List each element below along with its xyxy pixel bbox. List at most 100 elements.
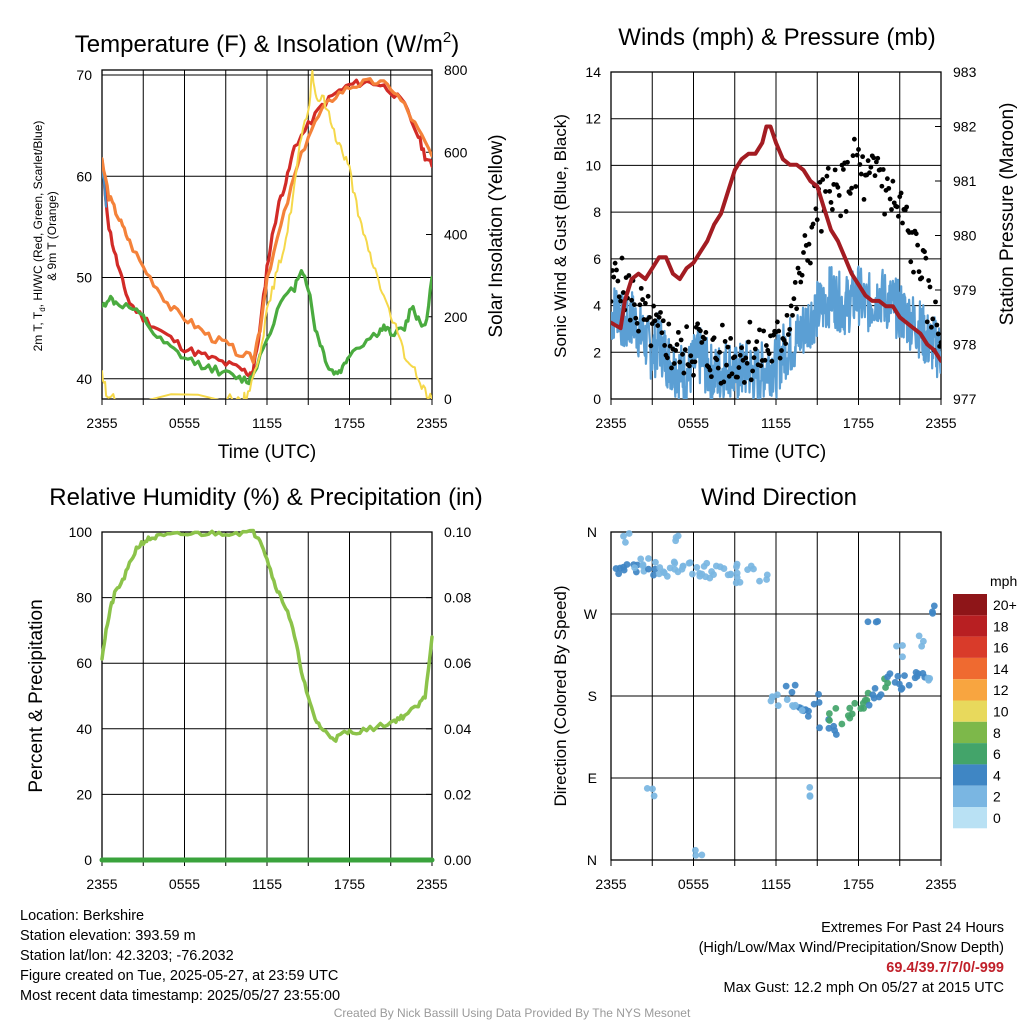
gust-point <box>631 302 637 307</box>
direction-point <box>919 637 927 645</box>
gust-point <box>721 379 727 385</box>
y2-tick-label: 0.00 <box>444 852 471 868</box>
temp-ylabel-right: Solar Insolation (Yellow) <box>486 134 507 337</box>
gust-point <box>887 196 893 202</box>
gust-point <box>645 293 651 299</box>
gust-point <box>637 302 643 308</box>
gust-point <box>927 284 933 290</box>
direction-point <box>733 560 741 568</box>
gust-point <box>708 374 714 380</box>
x-tick-label: 1155 <box>761 876 791 892</box>
gust-point <box>752 346 758 352</box>
direction-point <box>727 571 734 579</box>
direction-point <box>720 565 728 572</box>
gust-point <box>732 354 738 360</box>
temp-ylabel-left-line2: & 9m T (Orange) <box>45 191 59 281</box>
direction-point <box>698 570 706 578</box>
y-tick-label: 60 <box>76 655 92 671</box>
wind-xlabel: Time (UTC) <box>728 442 827 463</box>
y-tick-label: 0 <box>84 852 92 868</box>
gust-point <box>747 319 753 325</box>
y2-tick-label: 0.06 <box>444 655 471 671</box>
y-tick-label: N <box>587 524 597 540</box>
y-tick-label: 8 <box>593 204 601 220</box>
direction-point <box>744 566 752 574</box>
x-tick-label: 0555 <box>678 876 709 892</box>
gust-point <box>814 217 820 223</box>
gust-point <box>795 265 801 271</box>
gust-point <box>861 196 867 202</box>
direction-point <box>929 608 936 616</box>
x-tick-label: 0555 <box>169 415 200 431</box>
direction-point <box>645 555 652 562</box>
gust-point <box>686 363 692 369</box>
gust-point <box>703 330 709 335</box>
gust-point <box>757 327 762 333</box>
gust-point <box>851 136 857 142</box>
gust-point <box>629 297 635 303</box>
gust-point <box>697 328 703 334</box>
gust-point <box>707 367 713 373</box>
gust-point <box>784 312 790 318</box>
direction-point <box>643 784 651 792</box>
direction-point <box>625 530 633 537</box>
gust-point <box>619 255 625 261</box>
gust-point <box>714 357 720 363</box>
y2-tick-label: 978 <box>953 337 977 353</box>
y2-tick-label: 200 <box>444 309 468 325</box>
x-tick-label: 2355 <box>595 876 626 892</box>
direction-point <box>871 684 879 692</box>
gust-point <box>615 278 621 284</box>
gust-point <box>611 274 617 280</box>
colorbar-title: mph <box>990 573 1017 589</box>
gust-point <box>813 206 819 212</box>
gust-point <box>664 355 670 361</box>
gust-point <box>879 183 885 189</box>
gust-point <box>867 170 872 176</box>
wind-panel-title: Winds (mph) & Pressure (mb) <box>618 24 935 51</box>
gust-point <box>915 242 921 248</box>
gust-point <box>673 348 679 353</box>
gust-point <box>806 241 812 247</box>
x-tick-label: 0555 <box>169 876 200 892</box>
winds-pressure-chart: 0 2 4 6 8 10 12 14 977 978 979 980 981 982 983 2355 0555… <box>585 64 976 431</box>
gust-point <box>850 153 856 159</box>
gust-point <box>898 190 904 196</box>
latest-timestamp: Most recent data timestamp: 2025/05/27 2… <box>20 988 341 1004</box>
gust-point <box>857 162 863 167</box>
gust-point <box>889 207 894 212</box>
gust-point <box>807 260 813 266</box>
y-tick-label: 50 <box>76 270 92 286</box>
gust-point <box>930 316 936 322</box>
gust-point <box>746 339 751 345</box>
gust-point <box>634 320 640 326</box>
gust-point <box>729 371 735 377</box>
gust-point <box>928 324 934 330</box>
colorbar-label: 0 <box>993 810 1001 826</box>
gust-point <box>688 353 694 359</box>
gust-point <box>682 347 688 353</box>
series-td <box>102 269 432 386</box>
colorbar-swatch <box>953 615 987 637</box>
y-tick-label: 4 <box>593 298 601 314</box>
direction-point <box>899 653 906 661</box>
gust-point <box>840 167 846 172</box>
colorbar-swatch <box>953 807 987 829</box>
direction-point <box>901 672 908 680</box>
gust-point <box>884 176 890 182</box>
y-tick-label: 80 <box>76 590 92 606</box>
gust-point <box>828 200 834 205</box>
direction-point <box>865 701 873 709</box>
colorbar-swatch <box>953 594 987 616</box>
gust-point <box>724 362 729 368</box>
series-pressure <box>611 124 941 363</box>
direction-point <box>915 632 923 640</box>
y-tick-label: N <box>587 852 597 868</box>
speed-colorbar: mph 20+ 18 16 14 12 10 8 6 4 2 0 <box>953 573 1017 829</box>
gust-point <box>810 221 816 227</box>
y-tick-label: 70 <box>76 67 92 83</box>
x-tick-label: 2355 <box>416 415 447 431</box>
colorbar-swatch <box>953 700 987 722</box>
direction-point <box>693 564 701 571</box>
direction-point <box>650 792 658 800</box>
